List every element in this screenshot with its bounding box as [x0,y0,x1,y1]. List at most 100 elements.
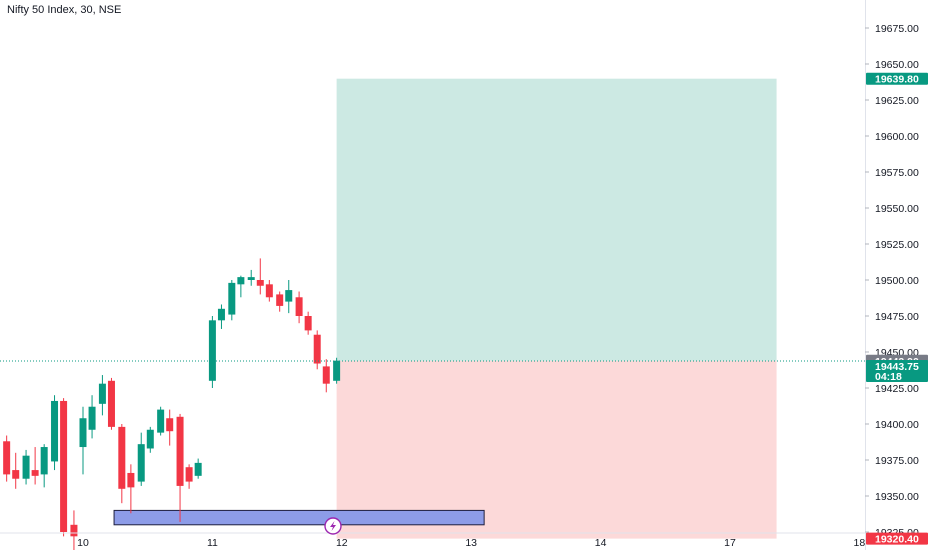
candle [157,406,165,436]
y-tick-label: 19425.00 [875,383,919,395]
x-tick-label: 12 [336,537,348,549]
y-tick-label: 19675.00 [875,23,919,35]
price-tag-value: 19639.80 [875,74,919,86]
candle-body [237,277,245,285]
candle [237,275,245,298]
lightning-icon[interactable] [324,517,342,535]
candle [194,458,202,479]
price-tag: 19639.80 [866,72,928,86]
support-zone-rect [113,509,485,526]
candle-body [166,418,174,432]
candle-body [322,366,330,384]
long-position-tool[interactable] [336,78,777,539]
candle [228,280,236,321]
candle [285,280,293,314]
candle [98,375,106,416]
candle-body [118,426,126,489]
candle [313,330,321,370]
support-zone[interactable] [113,509,485,526]
candle-body [88,406,96,430]
price-tag-bg [866,359,928,382]
candle-body [176,416,184,486]
candle [31,447,39,485]
candle-body [208,320,216,381]
candle-body [333,360,341,381]
candle-body [22,455,30,479]
candle-body [276,294,284,306]
candle-body [107,380,115,427]
candle [304,311,312,335]
target-zone [336,78,777,361]
candle [3,435,11,482]
price-tag-countdown: 04:18 [875,371,902,383]
y-tick-label: 19600.00 [875,131,919,143]
candle [208,316,216,388]
candle [70,510,78,550]
candle-body [313,334,321,364]
candle-body [146,429,154,449]
x-tick-label: 17 [724,537,736,549]
candle [22,449,30,485]
candle [88,395,96,439]
price-axis[interactable]: 19325.0019350.0019375.0019400.0019425.00… [865,23,919,539]
candle [265,280,273,302]
candle-body [285,290,293,302]
candle [12,452,20,489]
candle-body [256,280,264,286]
y-tick-label: 19550.00 [875,203,919,215]
candle [107,377,115,430]
candle-body [247,277,255,280]
candle-body [40,447,48,475]
candle [118,424,126,504]
candle-body [265,284,273,298]
y-tick-label: 19350.00 [875,491,919,503]
price-tag-value: 19320.40 [875,534,919,546]
x-tick-label: 14 [595,537,607,549]
candle [247,269,255,286]
y-tick-label: 19500.00 [875,275,919,287]
y-tick-label: 19650.00 [875,59,919,71]
candle-body [137,444,145,482]
candle-body [79,418,87,448]
candle-body [304,316,312,331]
candle [79,406,87,475]
price-tag: 19320.40 [866,532,928,546]
time-axis[interactable]: 10 11 12 13 14 17 18 [0,532,865,549]
candle [146,426,154,453]
y-tick-label: 19475.00 [875,311,919,323]
candle [176,413,184,522]
candle [166,409,174,446]
candle-body [185,467,193,482]
candle-body [98,383,106,404]
candle-body [60,400,68,532]
candle [333,357,341,384]
candle-body [157,409,165,433]
x-tick-label: 11 [207,537,218,549]
price-tag-bg [866,72,928,85]
candle-body [31,470,39,476]
price-tag-value: 19443.75 [875,361,919,373]
candle [322,359,330,393]
y-tick-label: 19400.00 [875,419,919,431]
candle-body [70,524,78,537]
candle [127,464,135,514]
candle-body [194,462,202,476]
candle [137,432,145,486]
price-tag-bg [866,532,928,545]
candle-body [51,400,59,462]
candle [276,291,284,312]
candle [256,258,264,295]
candle-body [295,297,303,316]
stop-zone [336,360,777,539]
candle [185,464,193,489]
candles [3,258,341,550]
y-tick-label: 19375.00 [875,455,919,467]
x-tick-label: 13 [465,537,477,549]
candle-body [127,472,135,488]
x-tick-label: 10 [77,537,89,549]
candle [60,398,68,537]
